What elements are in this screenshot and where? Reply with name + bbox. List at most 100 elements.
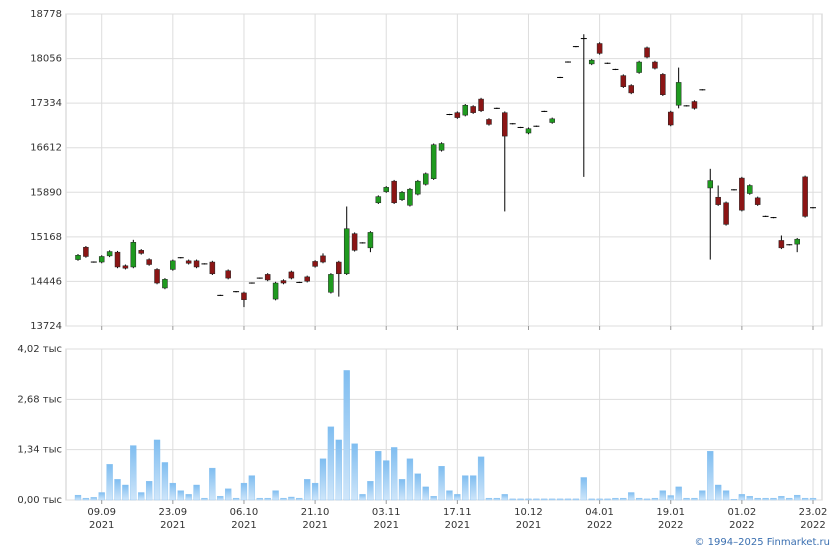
candle-body (320, 255, 326, 263)
volume-bar (541, 498, 548, 501)
candle-body (778, 240, 785, 249)
volume-bar (169, 482, 176, 501)
volume-bar (383, 460, 390, 501)
volume-bar (651, 497, 659, 501)
volume-bar (138, 492, 145, 501)
x-tick-year: 2022 (729, 520, 754, 531)
candle-body (525, 128, 532, 134)
candle-body (193, 260, 200, 268)
candle-body (138, 250, 144, 254)
x-tick-label: 03.11 (372, 507, 401, 518)
candle-body (422, 173, 429, 185)
candle-body (106, 251, 113, 257)
candle-body (312, 261, 318, 267)
candle-body (652, 61, 658, 69)
volume-bar (430, 496, 437, 501)
volume-bar (161, 462, 169, 501)
candle-body (415, 180, 421, 195)
y-tick-label: 0,00 тыс (17, 495, 62, 506)
volume-bar (98, 492, 105, 501)
volume-bar (438, 466, 445, 501)
candle-body (154, 269, 160, 284)
plot-frame (65, 13, 823, 327)
x-tick-label: 06.10 (230, 507, 259, 518)
volume-bar (801, 497, 809, 501)
x-tick-year: 2021 (231, 520, 256, 531)
x-tick-year: 2021 (89, 520, 114, 531)
volume-bar (525, 498, 532, 501)
x-tick-label: 09.09 (87, 507, 116, 518)
x-tick-year: 2022 (587, 520, 612, 531)
candle-body (675, 82, 682, 106)
volume-bar (296, 497, 303, 501)
x-tick-label: 17.11 (443, 507, 472, 518)
volume-bar (209, 467, 216, 501)
volume-bar (193, 484, 200, 501)
x-tick-label: 23.02 (799, 507, 828, 518)
volume-bar (280, 497, 287, 501)
volume-bar (406, 458, 414, 501)
y-tick-label: 15890 (30, 187, 62, 198)
volume-bar (762, 497, 769, 501)
volume-bar (556, 498, 564, 501)
volume-bar (367, 481, 374, 501)
candle-body (636, 61, 642, 73)
candle-body (280, 280, 287, 284)
volume-bar (699, 490, 706, 501)
y-tick-label: 1,34 тыс (17, 445, 62, 456)
volume-bar (153, 439, 161, 501)
volume-bar (422, 486, 429, 501)
volume-bar (778, 496, 785, 501)
volume-bar (304, 479, 311, 501)
candle-body (241, 292, 247, 300)
y-tick-label: 18056 (30, 54, 62, 65)
volume-bar (335, 439, 342, 501)
volume-bar (715, 484, 722, 501)
candle-body (122, 265, 129, 269)
candle-body (454, 112, 461, 118)
x-tick-year: 2021 (516, 520, 541, 531)
volume-bar (754, 497, 761, 501)
volume-bar (738, 494, 746, 501)
volume-bar (667, 495, 674, 501)
volume-bar (620, 497, 627, 501)
candle-body (391, 180, 397, 204)
volume-bar (809, 497, 817, 501)
volume-bar (722, 490, 730, 501)
volume-bar (130, 445, 137, 501)
volume-bar (414, 473, 421, 501)
volume-bar (794, 494, 801, 501)
candle-body (170, 260, 176, 270)
volume-bar (572, 498, 580, 501)
candle-body (588, 59, 595, 65)
volume-bar (319, 458, 327, 501)
volume-bar (746, 496, 753, 501)
volume-bar (327, 426, 335, 501)
copyright: © 1994–2025 Finmarket.ru (694, 537, 830, 548)
candle-body (407, 188, 413, 206)
candle-body (399, 192, 405, 200)
volume-bar (786, 497, 793, 501)
volume-bar (564, 498, 572, 501)
candle-body (98, 256, 105, 263)
y-tick-label: 18778 (30, 9, 62, 20)
candle-body (691, 101, 698, 109)
y-tick-label: 14446 (30, 276, 62, 287)
volume-bar (580, 477, 587, 501)
candle-body (130, 242, 137, 268)
volume-bar (256, 497, 263, 501)
volume-bar (114, 479, 121, 501)
volume-bar (596, 498, 603, 501)
volume-bar (177, 490, 184, 501)
volume-bar (217, 496, 224, 501)
volume-bar (240, 482, 248, 501)
volume-bar (588, 498, 595, 501)
candle-body (667, 111, 674, 126)
x-tick-year: 2022 (658, 520, 683, 531)
x-tick-label: 23.09 (159, 507, 188, 518)
candle-body (739, 177, 745, 211)
candle-body (146, 259, 152, 265)
candle-body (264, 274, 271, 281)
volume-bar (398, 479, 406, 501)
volume-bar (106, 464, 113, 501)
